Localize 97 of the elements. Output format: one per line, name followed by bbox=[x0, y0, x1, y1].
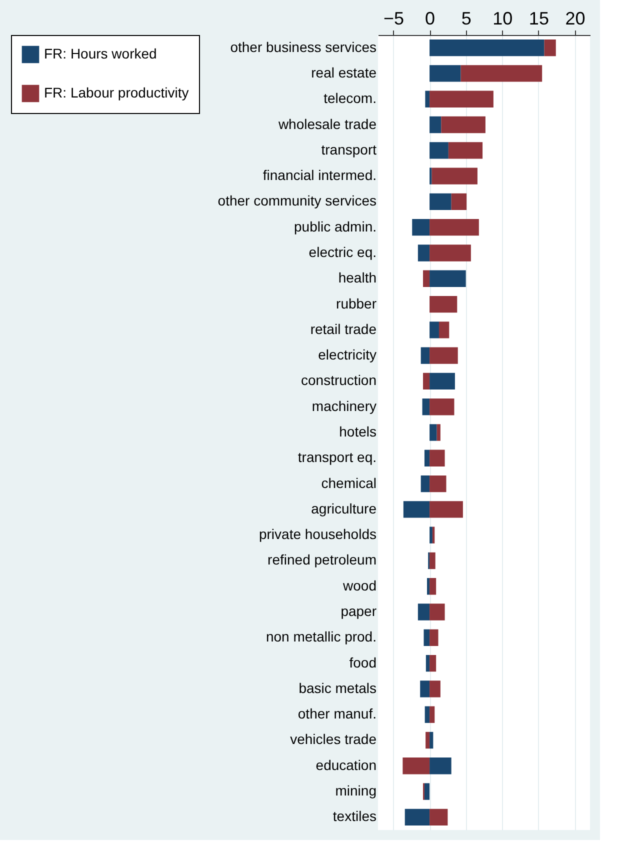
bar bbox=[427, 578, 430, 595]
y-tick-label: chemical bbox=[321, 474, 376, 491]
bar bbox=[424, 706, 430, 723]
x-tick-label: 15 bbox=[528, 8, 549, 28]
bar bbox=[430, 526, 432, 544]
bar bbox=[544, 39, 556, 56]
y-tick-label: basic metals bbox=[298, 680, 376, 696]
bar bbox=[423, 270, 430, 287]
legend-label: FR: Labour productivity bbox=[44, 84, 189, 100]
y-tick-label: machinery bbox=[312, 398, 376, 414]
y-tick-label: hotels bbox=[339, 424, 376, 440]
bar bbox=[430, 296, 458, 313]
y-tick-label: electric eq. bbox=[308, 244, 376, 260]
y-tick-label: mining bbox=[335, 782, 376, 799]
bar bbox=[430, 244, 471, 262]
bar bbox=[430, 116, 442, 134]
bar bbox=[432, 526, 435, 544]
bar bbox=[418, 604, 430, 620]
y-tick-label: telecom. bbox=[324, 90, 376, 106]
bar bbox=[424, 783, 430, 800]
bar bbox=[432, 168, 478, 184]
y-tick-label: other business services bbox=[230, 38, 376, 55]
bar bbox=[451, 193, 467, 210]
y-tick-label: financial intermed. bbox=[262, 167, 376, 184]
y-tick-label: health bbox=[338, 270, 376, 286]
y-tick-label: real estate bbox=[311, 64, 377, 80]
bar bbox=[430, 629, 438, 646]
y-tick-label: private households bbox=[258, 526, 376, 542]
bar bbox=[430, 654, 436, 672]
bar bbox=[430, 398, 454, 416]
bar bbox=[460, 65, 542, 82]
y-tick-label: transport eq. bbox=[298, 449, 376, 466]
y-tick-label: retail trade bbox=[310, 320, 377, 337]
bar bbox=[430, 552, 436, 570]
legend-label: FR: Hours worked bbox=[44, 46, 157, 62]
y-tick-label: wood bbox=[342, 577, 376, 594]
bar bbox=[430, 193, 452, 210]
y-tick-label: other manuf. bbox=[298, 706, 376, 722]
bar bbox=[426, 654, 430, 672]
bar bbox=[430, 706, 435, 723]
y-tick-label: other community services bbox=[218, 192, 376, 209]
bar bbox=[430, 732, 434, 749]
bar bbox=[420, 680, 430, 698]
y-tick-label: agriculture bbox=[311, 500, 377, 516]
y-tick-label: public admin. bbox=[294, 218, 376, 234]
bar bbox=[424, 629, 430, 646]
bar bbox=[426, 732, 430, 749]
bar bbox=[430, 270, 466, 287]
bar bbox=[404, 808, 430, 826]
bar bbox=[425, 90, 430, 108]
x-tick-label: −5 bbox=[383, 8, 404, 28]
bar bbox=[420, 347, 430, 364]
bar bbox=[441, 116, 486, 134]
bar bbox=[418, 244, 430, 262]
bar bbox=[430, 424, 437, 441]
bar bbox=[430, 142, 448, 159]
bar bbox=[412, 219, 430, 236]
y-tick-label: education bbox=[316, 756, 376, 773]
bar bbox=[430, 372, 455, 390]
bar bbox=[430, 808, 448, 826]
y-tick-label: textiles bbox=[332, 808, 376, 824]
bar bbox=[430, 604, 445, 620]
bar bbox=[436, 424, 440, 441]
bar bbox=[430, 680, 440, 698]
bar bbox=[430, 65, 461, 82]
y-tick-label: electricity bbox=[318, 346, 376, 363]
bar bbox=[430, 450, 445, 466]
bar bbox=[422, 398, 430, 416]
bar bbox=[403, 501, 430, 518]
bar bbox=[430, 322, 439, 338]
y-tick-label: food bbox=[349, 654, 376, 670]
y-tick-label: non metallic prod. bbox=[266, 628, 376, 645]
x-tick-label: 5 bbox=[461, 8, 472, 28]
y-tick-label: rubber bbox=[336, 295, 377, 312]
bar bbox=[430, 578, 436, 595]
y-tick-label: paper bbox=[340, 603, 377, 620]
bar bbox=[448, 142, 483, 159]
bar bbox=[430, 501, 463, 518]
bar bbox=[430, 475, 446, 492]
bar bbox=[430, 219, 479, 236]
y-tick-label: wholesale trade bbox=[277, 116, 377, 132]
bar bbox=[438, 322, 450, 338]
bar bbox=[420, 475, 430, 492]
bar bbox=[430, 347, 458, 364]
x-tick-label: 10 bbox=[492, 8, 513, 28]
bar bbox=[430, 758, 452, 774]
bar bbox=[430, 90, 494, 108]
bar bbox=[402, 758, 430, 774]
y-tick-label: construction bbox=[301, 372, 376, 388]
y-tick-label: transport bbox=[321, 141, 377, 158]
bar bbox=[430, 39, 544, 56]
y-tick-label: refined petroleum bbox=[268, 552, 376, 568]
x-tick-label: 0 bbox=[425, 8, 436, 28]
y-tick-label: vehicles trade bbox=[290, 731, 377, 748]
bar bbox=[424, 450, 430, 466]
bar bbox=[423, 372, 430, 390]
x-tick-label: 20 bbox=[565, 8, 586, 28]
